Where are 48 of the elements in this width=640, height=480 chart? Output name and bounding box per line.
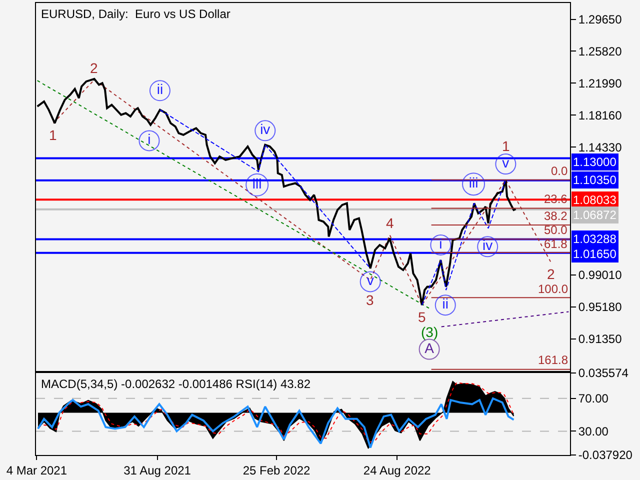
series-label: 38.2 (544, 209, 568, 223)
series-label: 50.0 (544, 223, 568, 237)
data-label: ii (442, 296, 448, 312)
x-tick-label: 25 Feb 2022 (242, 463, 311, 478)
y2-tick-label: 30.00 (578, 424, 609, 438)
annotation: 3 (366, 292, 374, 308)
data-label: v (502, 154, 510, 171)
annotation: 4 (386, 215, 394, 231)
series-label: 0.0 (551, 164, 568, 178)
series-label: 61.8 (544, 237, 568, 251)
y-tick-label: 0.99010 (578, 268, 622, 282)
y-tick-label: 1.29650 (578, 12, 622, 26)
ref-line-label: 1.10350 (573, 173, 617, 187)
x-tick-label: 24 Aug 2022 (363, 463, 432, 478)
annotation: 2 (547, 266, 555, 282)
y-tick-label: 1.18160 (578, 108, 622, 122)
y-tick-label: 0.91350 (578, 332, 622, 346)
ref-line-label: 1.03288 (573, 232, 617, 246)
chart-title: EURUSD, Daily: Euro vs US Dollar (41, 7, 230, 21)
data-label: i (148, 131, 151, 148)
series-label: 161.8 (538, 353, 568, 367)
data-label: ii (156, 81, 164, 98)
annotation: 5 (418, 309, 426, 325)
y-tick-label: 1.21990 (578, 76, 622, 90)
y-tick-label: 0.95180 (578, 300, 622, 314)
ref-line-label: 1.06872 (573, 208, 617, 222)
annotation: 2 (90, 60, 98, 76)
series-label: 100.0 (538, 282, 568, 296)
data-label: i (439, 236, 442, 252)
data-label: iv (260, 121, 270, 138)
data-label: v (366, 272, 374, 288)
y-tick-label: 0.035574 (578, 366, 629, 380)
ref-line-label: 1.01650 (573, 247, 617, 261)
point (430, 234, 452, 256)
data-label: iv (482, 237, 493, 254)
data-label: A (424, 340, 435, 356)
y-tick-label: 1.14330 (578, 140, 622, 154)
y-tick-label: -0.037920 (578, 448, 633, 462)
ref-line-label: 1.13000 (573, 155, 617, 169)
annotation: 1 (49, 127, 57, 143)
y2-tick-label: 70.00 (578, 392, 609, 406)
annotation: (3) (421, 324, 438, 340)
x-tick-label: 31 Aug 2021 (124, 463, 192, 478)
ref-line-label: 1.08033 (573, 193, 617, 207)
point (138, 130, 160, 152)
x-tick-label: 4 Mar 2021 (6, 463, 68, 478)
annotation: 1 (502, 138, 510, 154)
y-tick-label: 1.25820 (578, 44, 622, 58)
